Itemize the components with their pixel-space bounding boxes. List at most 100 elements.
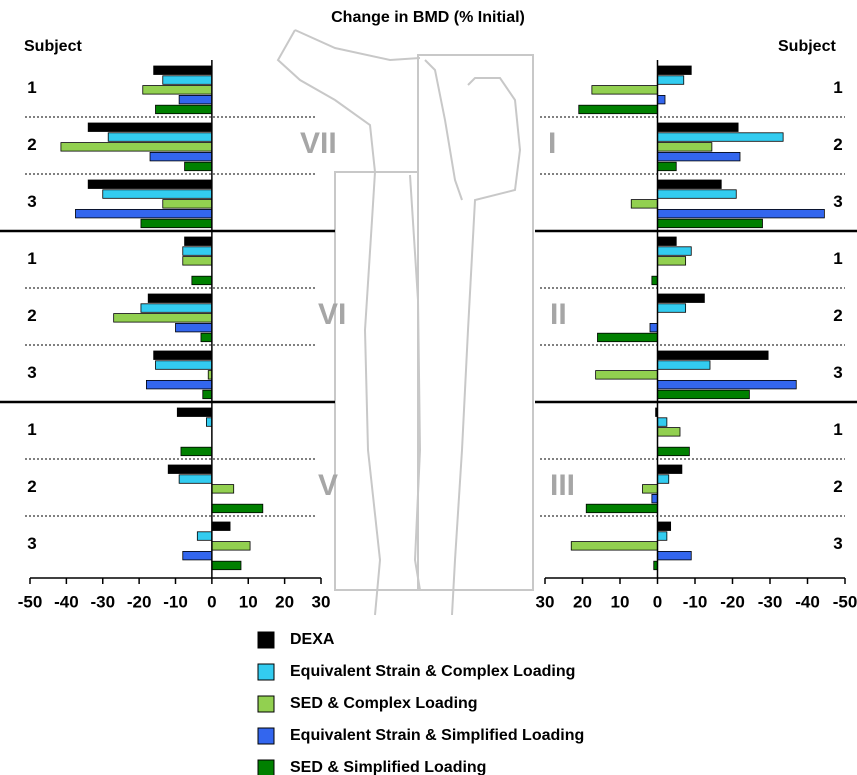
x-tick-label: 0 (207, 592, 216, 611)
bar (657, 208, 825, 219)
bar (657, 122, 739, 132)
subject-label: 3 (27, 534, 36, 553)
subject-label: 3 (27, 363, 36, 382)
bar (657, 389, 750, 400)
bar (651, 493, 658, 504)
bar (657, 189, 737, 199)
bar (87, 179, 213, 189)
bar (657, 293, 705, 303)
bar (175, 322, 213, 333)
bar (657, 256, 687, 266)
bar (591, 85, 658, 95)
bar (182, 246, 213, 256)
x-tick-label: 10 (239, 592, 258, 611)
bar (202, 389, 213, 400)
x-tick-label: -20 (127, 592, 152, 611)
subject-label: 1 (27, 420, 36, 439)
bar (162, 199, 213, 209)
x-tick-label: -40 (795, 592, 820, 611)
bar (200, 332, 213, 343)
subject-label: Subject (24, 38, 82, 55)
bar (60, 142, 213, 152)
subject-label: 3 (27, 192, 36, 211)
bar (196, 531, 213, 541)
x-tick-label: 30 (312, 592, 331, 611)
bar (657, 531, 668, 541)
bar (178, 474, 213, 484)
region-label: VII (300, 127, 337, 160)
bar (657, 95, 666, 105)
bar (153, 65, 213, 75)
bar (657, 350, 769, 360)
bar (184, 161, 213, 172)
bar (570, 541, 658, 551)
bar (657, 303, 687, 313)
region-label: I (548, 127, 556, 160)
x-tick-label: -30 (90, 592, 115, 611)
bar (657, 464, 683, 474)
bar (630, 199, 658, 209)
x-tick-label: 20 (275, 592, 294, 611)
bar (155, 104, 213, 115)
bar (578, 104, 658, 115)
bar (206, 417, 213, 427)
bar (182, 551, 213, 561)
bar (75, 208, 213, 219)
legend-label: Equivalent Strain & Simplified Loading (290, 727, 584, 744)
bar (107, 132, 213, 142)
x-tick-label: -20 (720, 592, 745, 611)
bar (657, 417, 668, 427)
x-tick-label: -10 (163, 592, 188, 611)
bar (140, 303, 213, 313)
bar (162, 75, 213, 85)
bone-outline (276, 29, 534, 616)
bar (153, 350, 213, 360)
chart-title: Change in BMD (% Initial) (331, 9, 525, 26)
subject-label: 2 (27, 306, 36, 325)
bar (211, 560, 242, 571)
bar (657, 379, 797, 390)
bar (191, 275, 213, 286)
bar (657, 142, 713, 152)
bar (211, 521, 231, 531)
bar (657, 132, 784, 142)
bar (87, 122, 213, 132)
bar (649, 322, 658, 333)
subject-label: 1 (833, 78, 842, 97)
bar (657, 179, 722, 189)
bar (167, 464, 213, 474)
bar (657, 427, 681, 437)
bar (147, 293, 213, 303)
bar (597, 332, 658, 343)
bar (585, 503, 658, 514)
x-tick-label: -30 (758, 592, 783, 611)
bar (657, 218, 763, 229)
legend-swatch (257, 759, 275, 775)
bar (142, 85, 213, 95)
region-label: III (550, 469, 575, 502)
region-label: V (318, 469, 338, 502)
bar (595, 370, 658, 380)
x-tick-label: 0 (653, 592, 662, 611)
subject-label: 2 (833, 135, 842, 154)
subject-label: 3 (833, 534, 842, 553)
bar (657, 474, 670, 484)
subject-label: 1 (27, 249, 36, 268)
bar (184, 236, 213, 246)
bar (657, 446, 690, 457)
bar (211, 541, 251, 551)
subject-label: 2 (27, 477, 36, 496)
bar (182, 256, 213, 266)
legend-swatch (257, 695, 275, 713)
bar (657, 236, 677, 246)
bar (651, 275, 658, 286)
region-label: II (550, 298, 567, 331)
bar (211, 484, 235, 494)
x-tick-label: -10 (683, 592, 708, 611)
bar (113, 313, 213, 323)
bar (657, 151, 741, 162)
bar (149, 151, 213, 162)
bar (176, 407, 213, 417)
subject-label: 1 (833, 420, 842, 439)
